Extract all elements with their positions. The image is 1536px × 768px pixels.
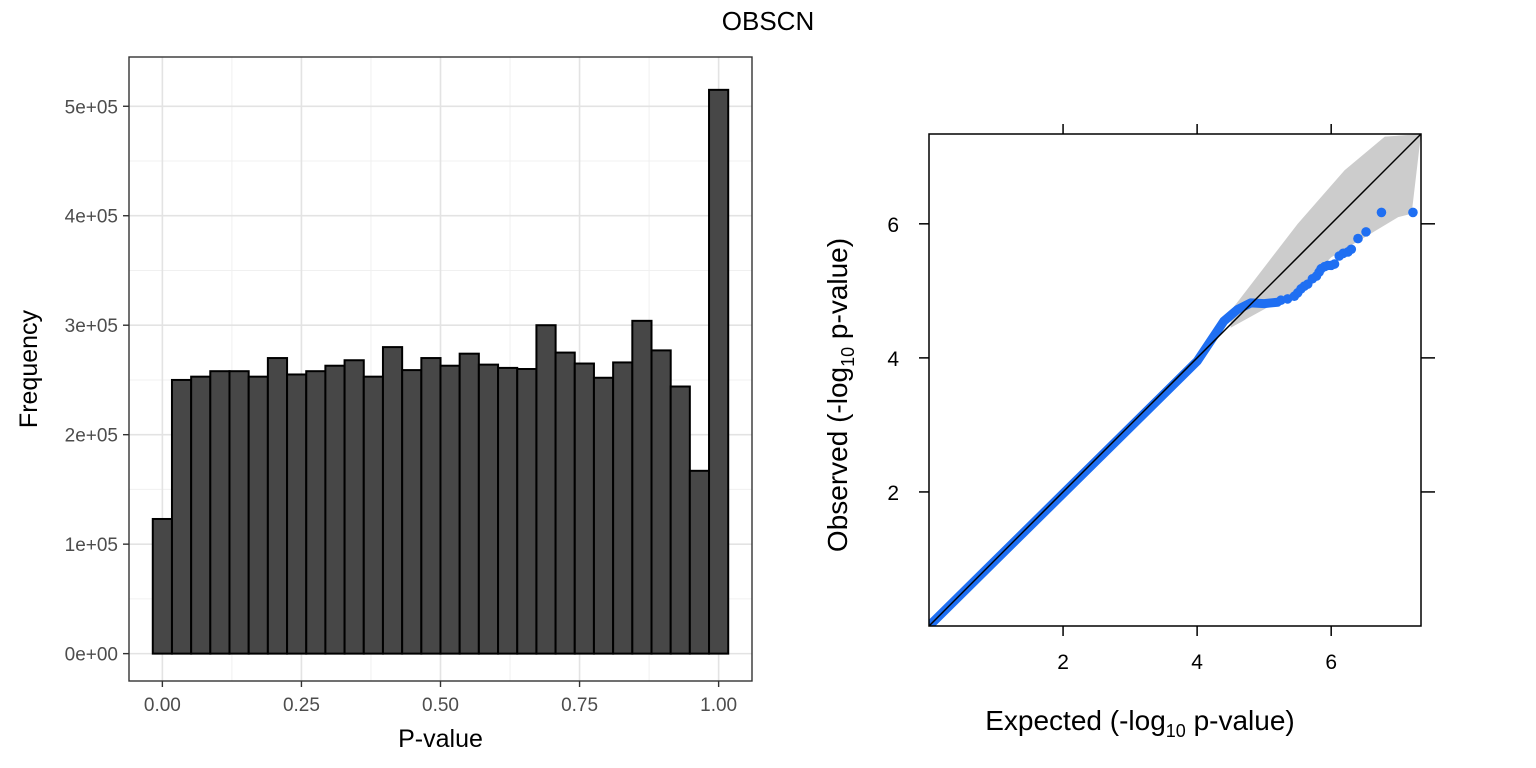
hist-x-tick-label: 0.75 <box>561 695 598 716</box>
qq-point <box>1376 207 1387 218</box>
qq-x-tick-label: 2 <box>1057 651 1069 674</box>
hist-x-tick-label: 0.25 <box>283 695 320 716</box>
qq-x-axis-title: Expected (-log10 p-value) <box>985 705 1295 741</box>
qq-point <box>1353 233 1363 244</box>
histogram-bar <box>381 346 404 655</box>
histogram-bar <box>650 349 672 655</box>
qq-point <box>1408 207 1418 218</box>
histogram-bar <box>554 351 576 655</box>
qq-y-tick-label: 6 <box>887 214 899 237</box>
histogram-panel: 0.00 0.25 0.50 0.75 1.00 0e+00 1e+05 2e+05 3e+05… <box>15 56 753 753</box>
qq-y-tick-label: 2 <box>887 482 899 505</box>
hist-x-tick-label: 0.00 <box>144 695 181 716</box>
histogram-bar <box>266 357 289 655</box>
histogram-bar <box>324 364 346 655</box>
qq-x-tick-label: 4 <box>1191 651 1203 674</box>
histogram-bar <box>343 359 365 655</box>
histogram-bar <box>151 517 173 655</box>
histogram-bar <box>631 319 653 655</box>
qq-point <box>1346 244 1357 255</box>
histogram-bar <box>170 378 193 655</box>
hist-y-tick-label: 2e+05 <box>65 426 118 447</box>
histogram-bar <box>573 362 595 655</box>
qq-point <box>1329 259 1340 269</box>
histogram-bar <box>612 361 634 655</box>
hist-y-tick-label: 0e+00 <box>65 645 118 666</box>
qq-plot-area <box>929 134 1421 626</box>
histogram-bar <box>247 375 269 655</box>
hist-y-tick-label: 5e+05 <box>65 97 118 118</box>
qq-y-axis-title: Observed (-log10 p-value) <box>822 238 858 552</box>
histogram-bar <box>688 469 711 655</box>
histogram-bar <box>305 370 327 655</box>
histogram-bar <box>535 324 557 655</box>
figure-title: OBSCN <box>721 6 815 36</box>
histogram-bar <box>286 373 308 655</box>
qq-x-tick-label: 6 <box>1325 651 1337 674</box>
histogram-bar <box>458 352 480 655</box>
hist-x-tick-label: 1.00 <box>700 695 737 716</box>
qq-point <box>1361 227 1371 237</box>
histogram-bar <box>420 357 442 655</box>
histogram-bar <box>708 88 730 655</box>
hist-x-axis-title: P-value <box>398 725 483 753</box>
histogram-bar <box>439 364 461 655</box>
histogram-bar <box>362 375 384 655</box>
histogram-bar <box>669 385 691 655</box>
histogram-bar <box>516 368 538 655</box>
qq-plot-panel: 2 4 6 2 4 6 Expected (-log10 p-value) Observed … <box>822 124 1435 741</box>
qq-dense-points <box>929 297 1283 626</box>
qq-diagonal-line <box>929 134 1421 626</box>
histogram-bar <box>592 376 615 655</box>
histogram-bar <box>401 369 423 655</box>
histogram-bar <box>209 370 231 655</box>
hist-y-tick-label: 4e+05 <box>65 207 118 228</box>
histogram-bar <box>497 366 519 655</box>
hist-y-tick-label: 3e+05 <box>65 316 118 337</box>
histogram-bar <box>228 370 250 655</box>
histogram-bar <box>190 375 212 655</box>
hist-y-tick-label: 1e+05 <box>65 535 118 556</box>
qq-y-tick-label: 4 <box>887 348 899 371</box>
histogram-bar <box>477 363 500 655</box>
hist-y-axis-title: Frequency <box>15 309 43 428</box>
hist-x-tick-label: 0.50 <box>422 695 459 716</box>
qq-panel-border <box>928 133 1422 627</box>
